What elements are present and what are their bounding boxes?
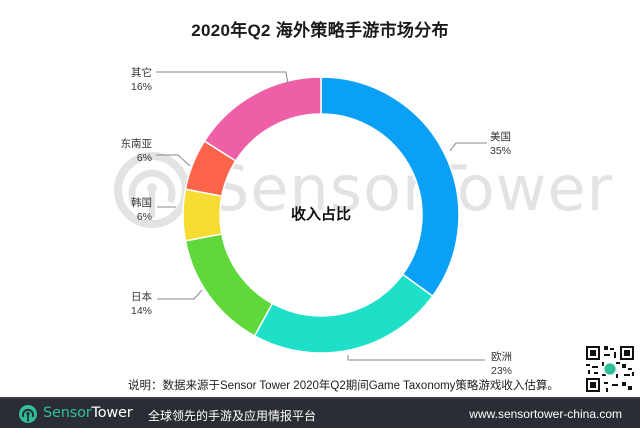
donut-segments: [182, 76, 460, 354]
donut-segment-韩国: [182, 188, 223, 242]
label-sea: 东南亚 6%: [100, 137, 153, 165]
donut-segment-欧洲: [253, 273, 434, 354]
footer-slogan: 全球领先的手游及应用情报平台: [148, 409, 317, 423]
leader-line-us: [449, 142, 487, 152]
label-sea-name: 东南亚: [120, 138, 153, 150]
leader-line-sea: [156, 154, 191, 167]
qr-code-icon[interactable]: [584, 344, 636, 394]
label-sea-pct: 6%: [136, 152, 152, 164]
label-korea: 韩国 6%: [110, 196, 152, 224]
sensortower-logo-icon: [19, 405, 37, 423]
leader-line-other: [156, 71, 289, 85]
chart-title: 2020年Q2 海外策略手游市场分布: [191, 21, 449, 40]
footer-brand-tower: Tower: [91, 405, 133, 421]
footer-bar: SensorTower 全球领先的手游及应用情报平台 www.sensortow…: [0, 397, 640, 428]
label-us: 美国 35%: [490, 130, 511, 158]
footer-brand-sensor: Sensor: [43, 405, 92, 421]
label-us-pct: 35%: [490, 145, 512, 157]
donut-segment-美国: [320, 76, 460, 298]
label-korea-pct: 6%: [136, 211, 152, 223]
label-other-name: 其它: [131, 67, 152, 79]
label-other-pct: 16%: [130, 81, 152, 93]
source-note: 说明：数据来源于Sensor Tower 2020年Q2期间Game Taxon…: [128, 380, 559, 392]
label-europe: 欧洲 23%: [480, 350, 512, 378]
footer-brand: SensorTower: [43, 405, 133, 421]
label-japan: 日本 14%: [110, 290, 152, 318]
label-japan-name: 日本: [131, 291, 152, 303]
donut-center-label: 收入占比: [290, 206, 351, 223]
label-us-name: 美国: [490, 131, 511, 143]
label-korea-name: 韩国: [131, 197, 152, 209]
label-europe-name: 欧洲: [491, 351, 512, 363]
leader-lines: [156, 71, 487, 361]
leader-line-europe: [347, 355, 485, 361]
label-europe-pct: 23%: [490, 365, 512, 377]
footer-url-link[interactable]: www.sensortower-china.com: [469, 407, 622, 421]
leader-line-japan: [157, 289, 203, 300]
donut-segment-其它: [203, 76, 322, 162]
donut-segment-日本: [184, 233, 274, 337]
label-japan-pct: 14%: [130, 305, 152, 317]
label-other: 其它 16%: [110, 66, 152, 94]
